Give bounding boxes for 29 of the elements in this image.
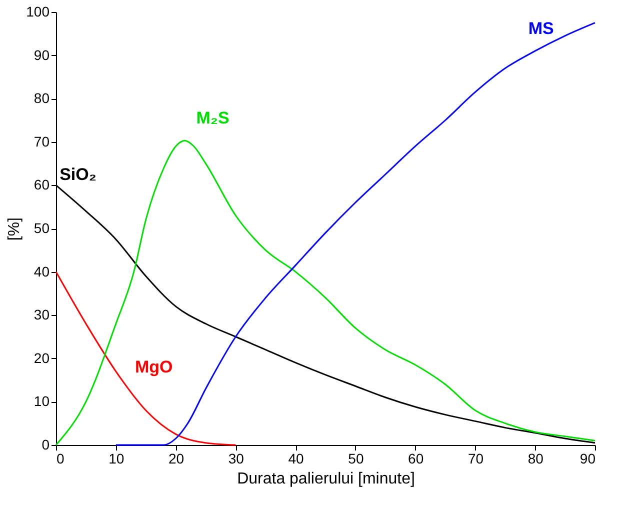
y-axis-title: [%] [6, 217, 24, 241]
x-tick-label: 10 [108, 450, 124, 466]
x-tick-label: 90 [580, 450, 596, 466]
y-tick-label: 20 [34, 350, 50, 366]
x-tick-label: 40 [288, 450, 304, 466]
y-tick-label: 90 [34, 46, 50, 63]
y-tick-label: 0 [42, 436, 50, 452]
y-tick-label: 70 [34, 133, 50, 150]
x-axis-title: Durata palierului [minute] [237, 470, 415, 488]
y-tick-label: 40 [34, 263, 50, 280]
x-tick-label: 30 [228, 450, 244, 466]
x-tick-label: 20 [168, 450, 184, 466]
y-tick-label: 100 [26, 4, 50, 20]
y-tick-label: 80 [34, 90, 50, 106]
y-tick-label: 60 [34, 176, 50, 193]
x-tick-label: 0 [56, 450, 64, 466]
series-label: MS [528, 18, 554, 38]
line-series [115, 22, 596, 446]
x-tick-label: 50 [348, 450, 364, 466]
y-tick-label: 50 [34, 220, 50, 236]
x-tick-label: 80 [528, 450, 544, 466]
series-label: SiO₂ [60, 165, 96, 184]
series-label: MgO [135, 357, 173, 376]
y-tick-label: 10 [34, 393, 50, 410]
line-series [55, 271, 236, 446]
series-label: M₂S [196, 108, 230, 128]
x-tick-label: 70 [468, 450, 484, 466]
y-tick-label: 30 [34, 306, 50, 323]
x-tick-label: 60 [408, 450, 424, 466]
